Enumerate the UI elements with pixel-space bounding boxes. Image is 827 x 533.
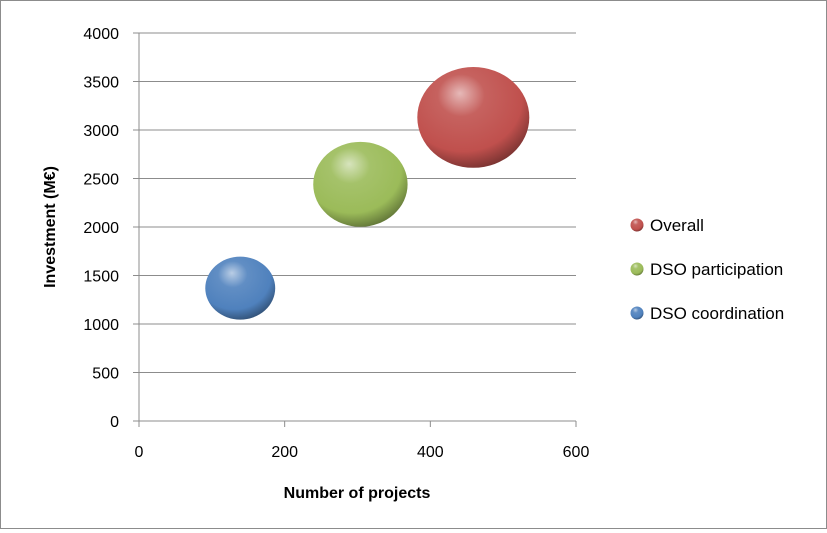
x-tick-label: 600 [563, 444, 590, 461]
y-tick-label: 2500 [83, 172, 119, 189]
x-tick-labels: 0 200 400 600 [135, 421, 590, 461]
bubble-dso-participation [313, 141, 408, 227]
y-tick-label: 4000 [83, 26, 119, 43]
y-tick-label: 2000 [83, 220, 119, 237]
y-tick-label: 1000 [83, 317, 119, 334]
y-tick-label: 500 [92, 366, 119, 383]
legend-marker-dso-coordination [630, 306, 644, 320]
bubble-dso-coordination [205, 256, 276, 320]
bubble-overall [417, 66, 530, 168]
y-axis-title: Investment (M€) [42, 166, 59, 288]
legend-label-overall: Overall [650, 216, 704, 235]
legend-label-dso-coordination: DSO coordination [650, 304, 784, 323]
x-tick-label: 0 [135, 444, 144, 461]
y-tick-label: 3500 [83, 75, 119, 92]
legend-label-dso-participation: DSO participation [650, 260, 783, 279]
y-tick-label: 1500 [83, 269, 119, 286]
legend-marker-dso-participation [630, 262, 644, 276]
legend: Overall DSO participation DSO coordination [630, 216, 784, 323]
y-tick-label: 3000 [83, 123, 119, 140]
legend-marker-overall [630, 218, 644, 232]
bubbles [205, 66, 530, 320]
x-axis-title: Number of projects [284, 485, 431, 502]
x-tick-label: 200 [271, 444, 298, 461]
y-tick-labels: 0 500 1000 1500 2000 2500 3000 3500 4000 [83, 26, 139, 431]
x-tick-label: 400 [417, 444, 444, 461]
y-tick-label: 0 [110, 414, 119, 431]
